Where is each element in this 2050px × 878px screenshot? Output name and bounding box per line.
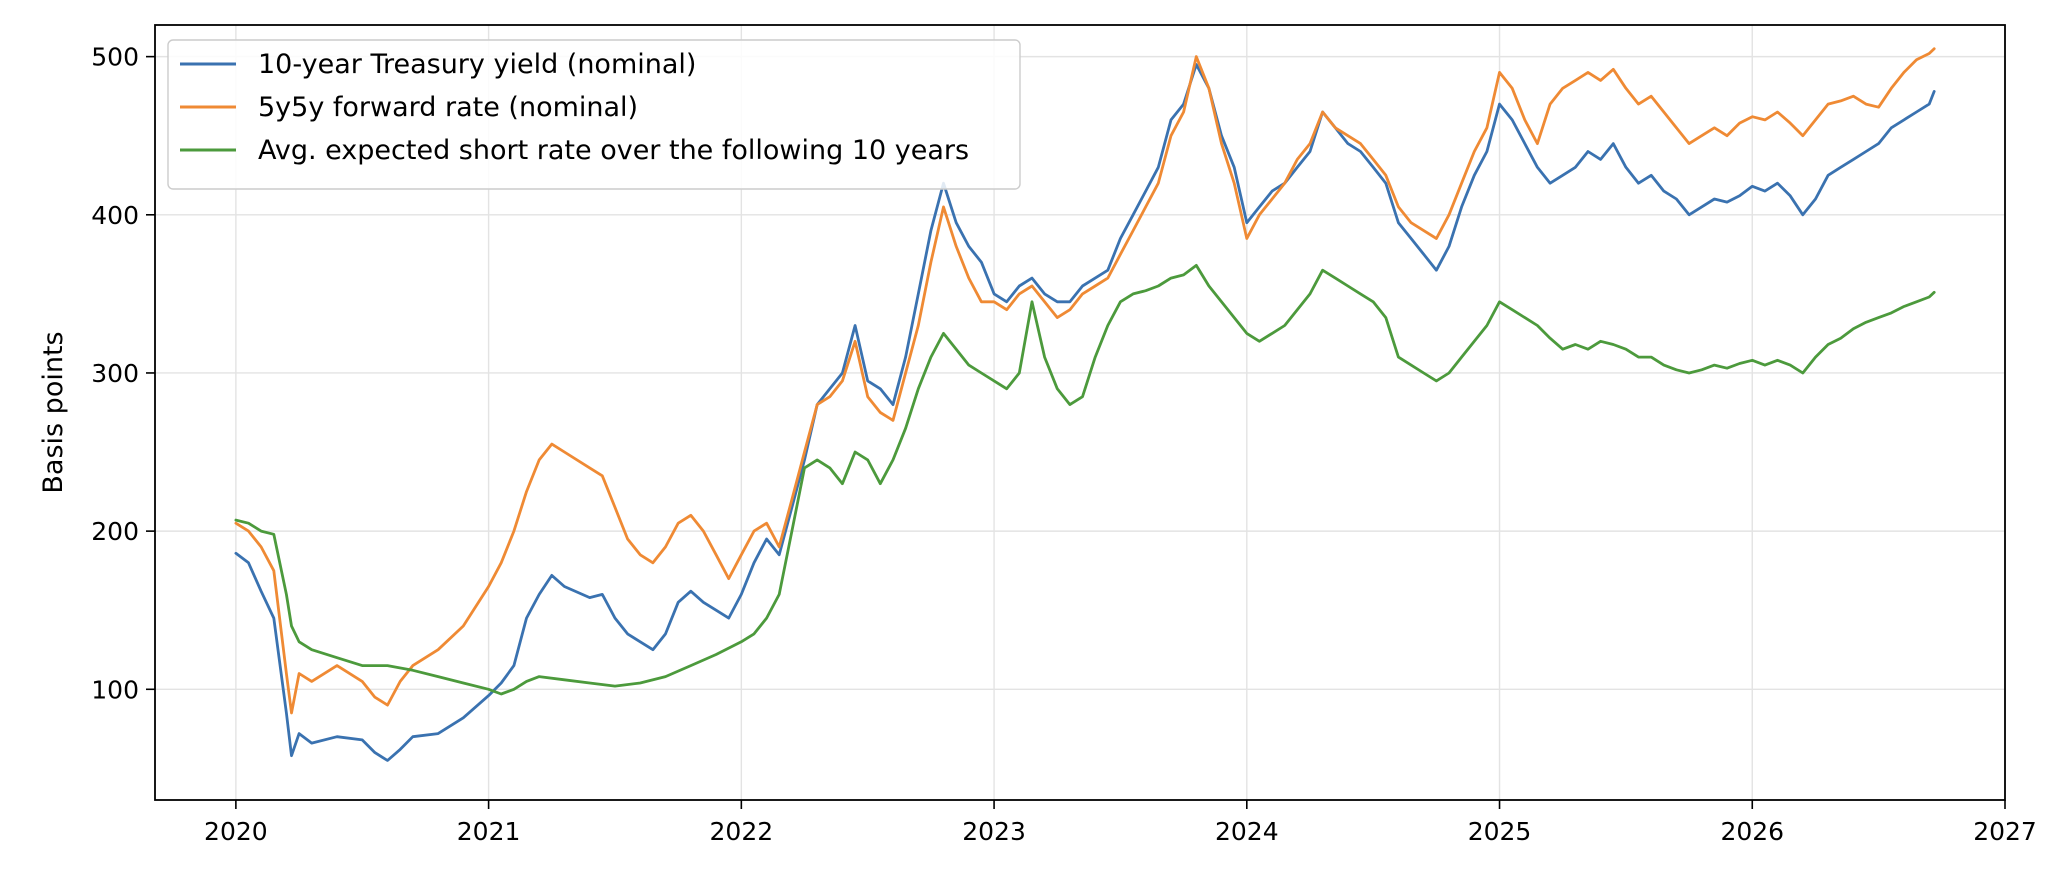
y-tick-label: 500 [91, 43, 139, 72]
legend-label: 5y5y forward rate (nominal) [258, 92, 638, 123]
series-line-3 [234, 264, 1936, 696]
series-lines [234, 47, 1936, 762]
y-tick-label: 300 [91, 359, 139, 388]
x-tick-label: 2027 [1973, 817, 2037, 846]
x-tick-label: 2021 [457, 817, 521, 846]
series-line-1 [234, 63, 1936, 762]
y-axis: 100 200 300 400 500 [91, 43, 155, 704]
x-tick-label: 2023 [962, 817, 1026, 846]
x-tick-label: 2022 [710, 817, 774, 846]
x-tick-label: 2026 [1720, 817, 1784, 846]
y-tick-label: 100 [91, 675, 139, 704]
plot-area-frame [154, 24, 2006, 801]
y-axis-title: Basis points [38, 331, 69, 493]
x-tick-label: 2025 [1468, 817, 1532, 846]
legend-label: 10-year Treasury yield (nominal) [258, 49, 696, 80]
x-axis: 2020 2021 2022 2023 2024 2025 2026 2027 [204, 800, 2037, 846]
series-line-2 [234, 47, 1936, 715]
y-tick-label: 400 [91, 201, 139, 230]
x-tick-label: 2024 [1215, 817, 1279, 846]
legend: 10-year Treasury yield (nominal) 5y5y for… [167, 39, 1021, 190]
y-tick-label: 200 [91, 517, 139, 546]
legend-label: Avg. expected short rate over the follow… [258, 135, 969, 166]
legend-box [167, 39, 1021, 190]
x-tick-label: 2020 [204, 817, 268, 846]
